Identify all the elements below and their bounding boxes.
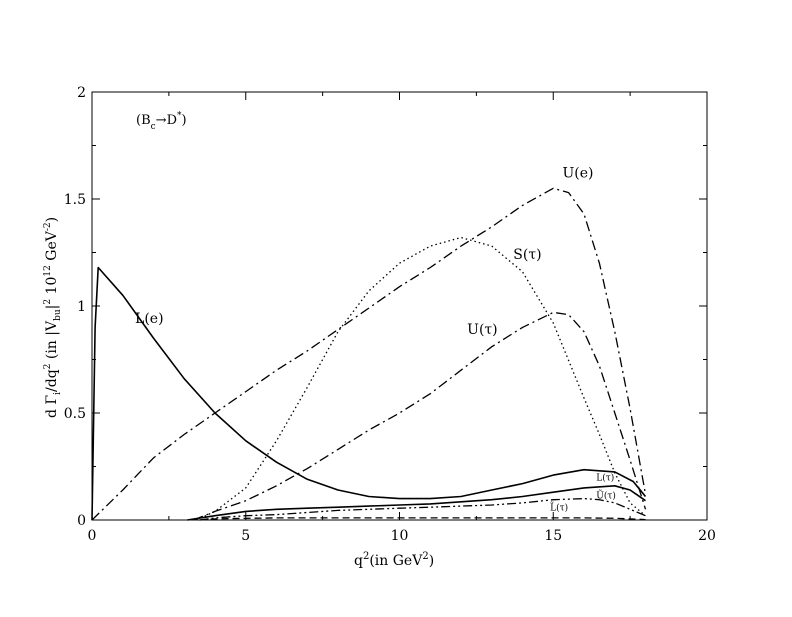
x-tick-label: 20 [698,528,716,544]
x-tick-label: 10 [391,528,409,544]
curve-label-6: Ũ(τ) [596,490,616,502]
plot-frame [91,91,708,521]
curve-label-7: L̃(τ) [550,502,568,514]
y-tick-label: 0 [77,513,86,529]
y-tick-label: 1 [77,299,86,315]
y-tick-label: 2 [77,85,86,101]
curve-label-1: L(e) [135,311,164,327]
x-tick-label: 15 [544,528,562,544]
curve-label-4: U(τ) [467,322,497,338]
inset-label: (Bc→D*) [136,111,187,132]
axis-ticks: 0 5 10 15 20 0 0.5 1 1.5 2 [64,85,716,544]
series-line-7 [199,517,646,521]
y-tick-label: 0.5 [64,406,86,422]
curve-label-5: L(τ) [596,472,614,483]
series-line-6 [199,497,646,521]
x-tick-label: 5 [241,528,250,544]
y-axis-label: d Γi/dq2 (in |Vbu|2 1012 GeV-2) [43,217,63,418]
series-line-5 [187,484,646,521]
series-line-1 [91,266,647,521]
curve-label-3: S(τ) [513,247,541,263]
series-line-4 [193,311,647,521]
data-curves [91,187,647,521]
x-tick-label: 0 [88,528,97,544]
curve-labels: L(e) U(e) S(τ) U(τ) L(τ) Ũ(τ) L̃(τ) [135,166,616,514]
series-line-2 [91,187,647,521]
y-tick-label: 1.5 [64,192,86,208]
x-axis-label: q2(in GeV2) [354,551,434,569]
curve-label-2: U(e) [562,166,593,182]
